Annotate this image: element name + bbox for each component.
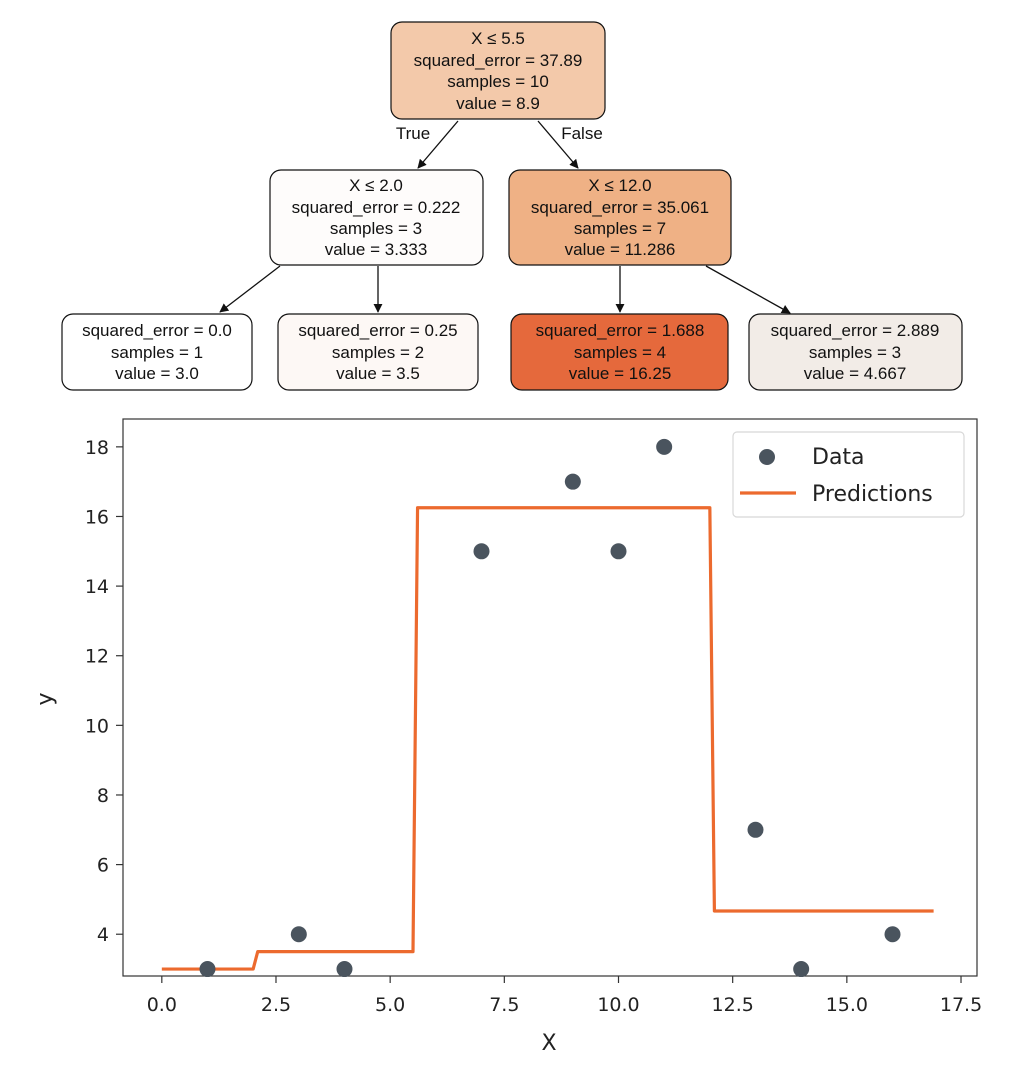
y-axis-ticks: 4 6 8 10 12 14 16 18	[85, 437, 123, 946]
x-tick-label: 17.5	[940, 994, 982, 1016]
tree-node-line: squared_error = 1.688	[536, 321, 705, 340]
x-tick-label: 7.5	[489, 994, 519, 1016]
data-point	[564, 473, 581, 490]
plot-area-frame	[122, 418, 978, 977]
data-point	[656, 438, 673, 455]
data-point	[199, 961, 216, 978]
y-tick-label: 4	[97, 924, 109, 946]
tree-leaf-lr: squared_error = 0.25 samples = 2 value =…	[277, 313, 479, 391]
y-axis-label: y	[33, 692, 58, 705]
x-tick-label: 0.0	[147, 994, 177, 1016]
tree-node-box	[269, 169, 484, 266]
tree-node-line: value = 11.286	[565, 240, 676, 259]
tree-node-line: value = 3.333	[325, 240, 428, 259]
tree-node-line: squared_error = 2.889	[771, 321, 940, 340]
x-axis-label: X	[541, 1031, 556, 1056]
x-tick-label: 12.5	[712, 994, 754, 1016]
y-tick-label: 6	[97, 855, 109, 877]
decision-tree: True False X ≤ 5.5 squared_error = 37.89…	[61, 21, 963, 391]
x-tick-label: 5.0	[375, 994, 405, 1016]
tree-leaf-rl: squared_error = 1.688 samples = 4 value …	[510, 313, 729, 391]
x-tick-label: 2.5	[261, 994, 291, 1016]
tree-node-line: value = 3.0	[115, 364, 199, 383]
legend-marker-data	[759, 449, 775, 465]
tree-node-line: X ≤ 5.5	[471, 29, 525, 48]
tree-node-box	[508, 169, 732, 266]
data-point	[473, 543, 490, 560]
tree-node-line: squared_error = 37.89	[414, 51, 583, 70]
tree-node-line: samples = 10	[447, 72, 549, 91]
legend-box	[732, 431, 965, 518]
predictions-line	[161, 506, 934, 971]
y-tick-label: 14	[85, 576, 109, 598]
data-point	[290, 926, 307, 943]
legend: Data Predictions	[732, 431, 965, 518]
tree-node-box	[390, 21, 606, 120]
tree-node-line: value = 4.667	[804, 364, 907, 383]
tree-node-line: X ≤ 2.0	[349, 176, 403, 195]
y-tick-label: 16	[85, 506, 109, 528]
tree-node-line: samples = 2	[332, 343, 424, 362]
tree-node-line: value = 3.5	[336, 364, 420, 383]
x-axis-ticks: 0.0 2.5 5.0 7.5 10.0 12.5 15.0 17.5	[147, 976, 982, 1016]
y-tick-label: 8	[97, 785, 109, 807]
tree-leaf-rr: squared_error = 2.889 samples = 3 value …	[748, 313, 963, 391]
data-point	[793, 961, 810, 978]
legend-label-predictions: Predictions	[812, 482, 933, 507]
tree-node-root: X ≤ 5.5 squared_error = 37.89 samples = …	[390, 21, 606, 120]
tree-node-box	[510, 313, 729, 391]
tree-edge-right-rr	[705, 265, 791, 314]
x-tick-label: 15.0	[826, 994, 868, 1016]
tree-node-line: samples = 3	[809, 343, 901, 362]
tree-node-line: squared_error = 0.0	[82, 321, 232, 340]
y-tick-label: 10	[85, 715, 109, 737]
tree-node-left: X ≤ 2.0 squared_error = 0.222 samples = …	[269, 169, 484, 266]
tree-node-box	[748, 313, 963, 391]
tree-node-line: samples = 4	[574, 343, 666, 362]
y-tick-label: 18	[85, 437, 109, 459]
tree-node-line: value = 16.25	[569, 364, 672, 383]
tree-leaf-ll: squared_error = 0.0 samples = 1 value = …	[61, 313, 253, 391]
tree-node-line: samples = 3	[330, 219, 422, 238]
tree-node-line: squared_error = 0.222	[292, 198, 461, 217]
data-point	[747, 821, 764, 838]
y-tick-label: 12	[85, 646, 109, 668]
tree-node-line: squared_error = 0.25	[298, 321, 457, 340]
tree-node-line: squared_error = 35.061	[531, 198, 709, 217]
tree-node-box	[277, 313, 479, 391]
tree-node-box	[61, 313, 253, 391]
x-tick-label: 10.0	[597, 994, 639, 1016]
data-point	[610, 543, 627, 560]
tree-node-right: X ≤ 12.0 squared_error = 35.061 samples …	[508, 169, 732, 266]
data-points	[199, 438, 901, 978]
tree-edge-root-left	[417, 120, 459, 169]
tree-node-line: value = 8.9	[456, 94, 540, 113]
chart: 0.0 2.5 5.0 7.5 10.0 12.5 15.0 17.5 4 6 8 10 12 14 16…	[33, 418, 982, 1056]
data-point	[884, 926, 901, 943]
tree-node-line: samples = 1	[111, 343, 203, 362]
legend-label-data: Data	[812, 445, 865, 470]
tree-edge-root-right	[537, 120, 579, 169]
tree-edge-left-ll	[219, 265, 281, 313]
edge-label-true: True	[396, 124, 430, 143]
tree-node-line: X ≤ 12.0	[588, 176, 651, 195]
edge-label-false: False	[561, 124, 603, 143]
data-point	[336, 961, 353, 978]
tree-node-line: samples = 7	[574, 219, 666, 238]
